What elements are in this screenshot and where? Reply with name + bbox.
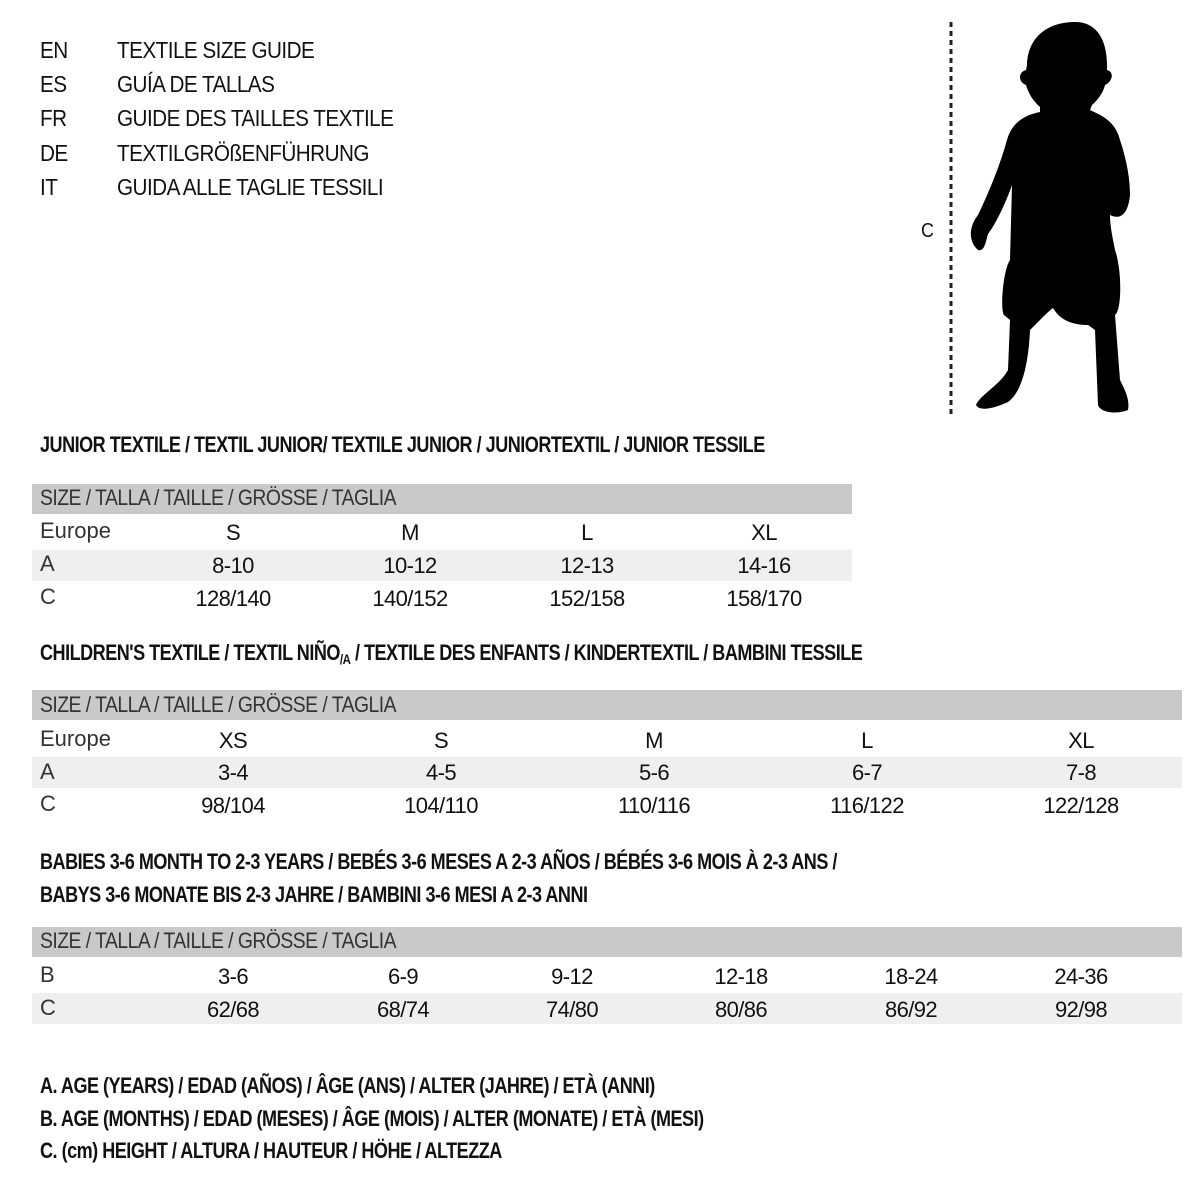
section-title: CHILDREN'S TEXTILE / TEXTIL NIÑO/A / TEX…: [40, 638, 863, 674]
size-header-band: [32, 927, 1182, 957]
lang-title: TEXTILGRÖßENFÜHRUNG: [117, 140, 369, 166]
size-header: SIZE / TALLA / TAILLE / GRÖSSE / TAGLIA: [40, 928, 397, 953]
cell: XL: [751, 520, 777, 545]
cell: 7-8: [1066, 760, 1097, 785]
cell: 12-13: [560, 553, 614, 578]
size-header: SIZE / TALLA / TAILLE / GRÖSSE / TAGLIA: [40, 692, 397, 717]
row-label: A: [40, 759, 55, 784]
row-label: Europe: [40, 518, 111, 543]
title-sub: /A: [339, 651, 351, 667]
cell: 122/128: [1043, 793, 1119, 818]
legend-item: C. (cm) HEIGHT / ALTURA / HAUTEUR / HÖHE…: [40, 1138, 502, 1163]
row-shade: [32, 550, 852, 581]
size-header-band: [32, 690, 1182, 720]
cell: 98/104: [201, 793, 265, 818]
size-header-band: [32, 484, 852, 514]
cell: M: [645, 728, 663, 753]
lang-title: GUIDE DES TAILLES TEXTILE: [117, 105, 394, 131]
row-label: A: [40, 551, 55, 576]
section-title: JUNIOR TEXTILE / TEXTIL JUNIOR/ TEXTILE …: [40, 432, 765, 457]
height-label: C: [921, 220, 934, 242]
section-title: BABIES 3-6 MONTH TO 2-3 YEARS / BEBÉS 3-…: [40, 849, 837, 874]
lang-code: DE: [40, 140, 68, 166]
row-label: C: [40, 791, 56, 816]
cell: 104/110: [404, 793, 478, 818]
legend-item: B. AGE (MONTHS) / EDAD (MESES) / ÂGE (MO…: [40, 1106, 704, 1131]
cell: 10-12: [383, 553, 437, 578]
row-label: C: [40, 995, 56, 1020]
cell: 68/74: [376, 997, 430, 1022]
cell: 3-6: [218, 964, 249, 989]
cell: 110/116: [617, 793, 691, 818]
cell: 6-9: [388, 964, 419, 989]
cell: 62/68: [206, 997, 260, 1022]
cell: 92/98: [1054, 997, 1108, 1022]
title-part: CHILDREN'S TEXTILE / TEXTIL NIÑO: [40, 640, 340, 665]
cell: 158/170: [726, 586, 802, 611]
cell: 18-24: [884, 964, 938, 989]
lang-title: GUIDA ALLE TAGLIE TESSILI: [117, 174, 384, 200]
child-silhouette-icon: [949, 22, 1130, 415]
cell: 9-12: [551, 964, 593, 989]
row-label: C: [40, 584, 56, 609]
cell: S: [433, 728, 449, 753]
cell: XL: [1068, 728, 1094, 753]
cell: S: [225, 520, 241, 545]
title-part: / TEXTILE DES ENFANTS / KINDERTEXTIL / B…: [350, 640, 863, 665]
lang-code: EN: [40, 37, 68, 63]
cell: 80/86: [714, 997, 768, 1022]
lang-code: FR: [40, 105, 67, 131]
cell: 12-18: [714, 964, 768, 989]
row-label: Europe: [40, 726, 111, 751]
legend-item: A. AGE (YEARS) / EDAD (AÑOS) / ÂGE (ANS)…: [40, 1073, 655, 1098]
size-header: SIZE / TALLA / TAILLE / GRÖSSE / TAGLIA: [40, 485, 397, 510]
row-shade: [32, 993, 1182, 1024]
cell: 116/122: [830, 793, 904, 818]
cell: L: [581, 520, 593, 545]
lang-code: ES: [40, 71, 67, 97]
cell: 152/158: [549, 586, 625, 611]
cell: 6-7: [852, 760, 883, 785]
lang-code: IT: [40, 174, 58, 200]
cell: L: [861, 728, 873, 753]
cell: 8-10: [212, 553, 254, 578]
section-title: BABYS 3-6 MONATE BIS 2-3 JAHRE / BAMBINI…: [40, 882, 588, 907]
cell: 24-36: [1054, 964, 1108, 989]
cell: 86/92: [884, 997, 938, 1022]
cell: 4-5: [426, 760, 457, 785]
cell: 140/152: [372, 586, 448, 611]
cell: 3-4: [218, 760, 249, 785]
cell: 74/80: [545, 997, 599, 1022]
cell: XS: [218, 728, 248, 753]
row-label: B: [40, 962, 55, 987]
cell: 14-16: [737, 553, 791, 578]
cell: 5-6: [639, 760, 670, 785]
lang-title: TEXTILE SIZE GUIDE: [117, 37, 315, 63]
cell: M: [401, 520, 419, 545]
row-shade: [32, 757, 1182, 788]
cell: 128/140: [195, 586, 271, 611]
lang-title: GUÍA DE TALLAS: [117, 71, 275, 97]
